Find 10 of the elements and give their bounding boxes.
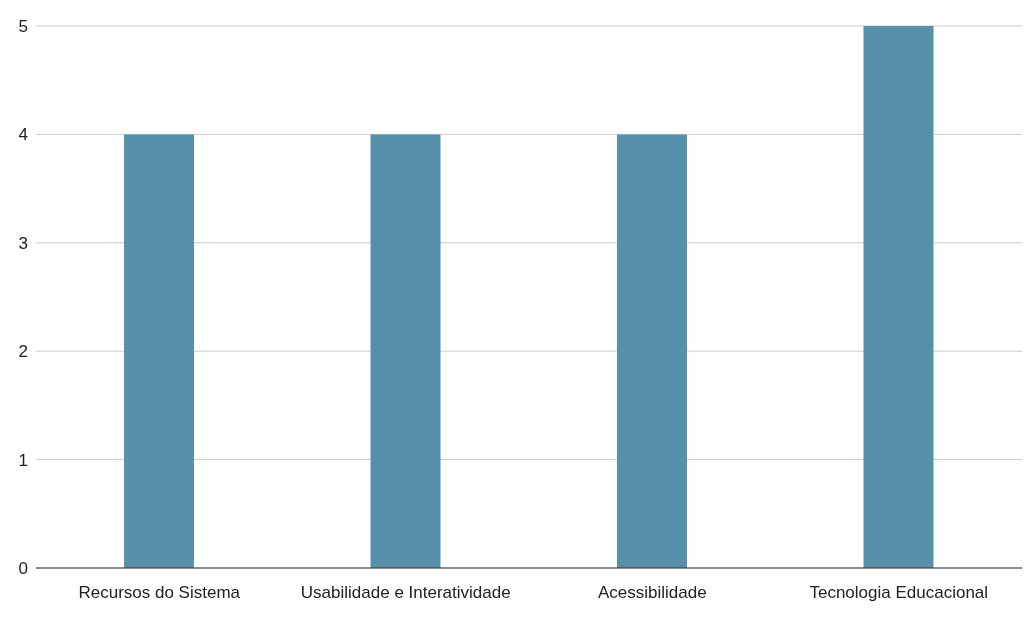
- y-tick-label: 2: [18, 342, 28, 362]
- y-tick-label: 1: [18, 450, 28, 470]
- x-tick-label: Recursos do Sistema: [78, 583, 241, 603]
- y-tick-label: 3: [18, 233, 28, 253]
- y-tick-label: 0: [18, 559, 28, 579]
- x-tick-label: Usabilidade e Interatividade: [300, 583, 511, 603]
- y-tick-label: 4: [18, 125, 28, 145]
- x-tick-label: Tecnologia Educacional: [809, 583, 989, 603]
- y-tick-label: 5: [18, 17, 28, 37]
- x-tick-label: Acessibilidade: [597, 583, 707, 603]
